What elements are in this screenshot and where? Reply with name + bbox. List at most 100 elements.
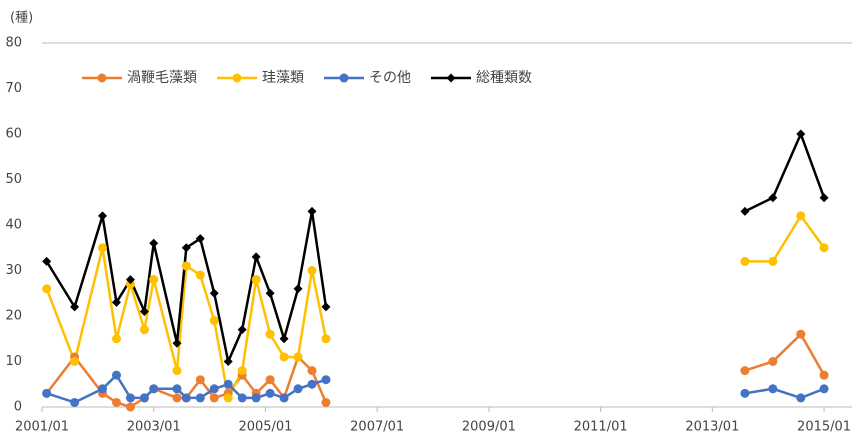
legend-label: 渦鞭毛藻類 (127, 70, 197, 86)
point (125, 402, 135, 412)
point (279, 352, 289, 362)
legend-label: 総種類数 (476, 70, 532, 86)
point (232, 73, 242, 83)
x-tick-label: 2007/01 (350, 420, 404, 435)
point (223, 393, 233, 403)
point (237, 325, 247, 335)
point (172, 338, 182, 348)
point (321, 397, 331, 407)
point (209, 316, 219, 326)
point (307, 266, 317, 275)
point (149, 384, 159, 394)
point (307, 206, 317, 216)
point (98, 384, 108, 394)
point (279, 393, 289, 403)
series-line (46, 373, 825, 404)
point (740, 388, 750, 398)
point (181, 243, 191, 253)
point (265, 288, 275, 298)
point (321, 334, 331, 344)
y-tick-label: 70 (5, 81, 22, 96)
point (819, 370, 829, 380)
point (195, 393, 205, 403)
y-tick-label: 0 (14, 400, 22, 415)
point (796, 129, 806, 139)
y-tick-label: 40 (5, 218, 22, 233)
point (819, 193, 829, 203)
point (768, 357, 778, 366)
x-tick-label: 2011/01 (574, 420, 628, 435)
series-line (45, 332, 826, 409)
point (740, 366, 750, 376)
point (307, 366, 317, 376)
point (251, 275, 261, 285)
point (111, 370, 121, 380)
point (42, 256, 52, 266)
point (149, 275, 159, 285)
x-tick-label: 2015/01 (797, 420, 851, 435)
point (195, 270, 205, 280)
point (111, 297, 121, 307)
y-tick-label: 10 (5, 354, 22, 369)
point (139, 306, 149, 316)
y-tick-label: 20 (5, 309, 22, 324)
point (70, 397, 80, 407)
point (42, 284, 52, 294)
point (740, 206, 750, 216)
point (209, 393, 219, 403)
point (195, 375, 205, 385)
point (172, 384, 182, 394)
point (768, 384, 778, 394)
x-tick-label: 2013/01 (685, 420, 739, 435)
y-tick-label: 60 (5, 127, 22, 142)
series-line (45, 213, 826, 402)
point (237, 393, 247, 403)
point (111, 334, 121, 344)
point (111, 397, 121, 407)
point (251, 393, 261, 403)
point (172, 393, 182, 403)
point (768, 193, 778, 203)
x-tick-label: 2005/01 (238, 420, 292, 435)
point (321, 302, 331, 312)
point (307, 379, 317, 389)
point (209, 384, 219, 394)
point (265, 329, 275, 339)
point (796, 393, 806, 403)
point (98, 243, 108, 253)
point (98, 211, 108, 221)
point (740, 256, 750, 266)
point (251, 252, 261, 262)
point (819, 384, 829, 394)
point (796, 329, 806, 339)
point (209, 288, 219, 298)
point (70, 302, 80, 312)
point (125, 275, 135, 285)
x-tick-label: 2003/01 (127, 420, 181, 435)
point (172, 366, 182, 376)
point (149, 238, 159, 248)
y-tick-label: 50 (5, 172, 22, 187)
point (293, 284, 303, 294)
point (819, 243, 829, 253)
series-line (45, 130, 826, 366)
y-tick-label: 30 (5, 263, 22, 278)
point (181, 393, 191, 403)
point (279, 334, 289, 344)
y-axis-label: (種) (10, 10, 33, 26)
x-tick-label: 2009/01 (462, 420, 516, 435)
point (139, 325, 149, 335)
y-tick-label: 80 (5, 36, 22, 51)
point (237, 366, 247, 376)
point (181, 261, 191, 271)
point (223, 357, 233, 366)
point (195, 234, 205, 244)
point (768, 256, 778, 266)
point (293, 352, 303, 362)
point (125, 393, 135, 403)
point (339, 73, 349, 83)
point (223, 379, 233, 389)
point (265, 375, 275, 385)
point (139, 393, 149, 403)
